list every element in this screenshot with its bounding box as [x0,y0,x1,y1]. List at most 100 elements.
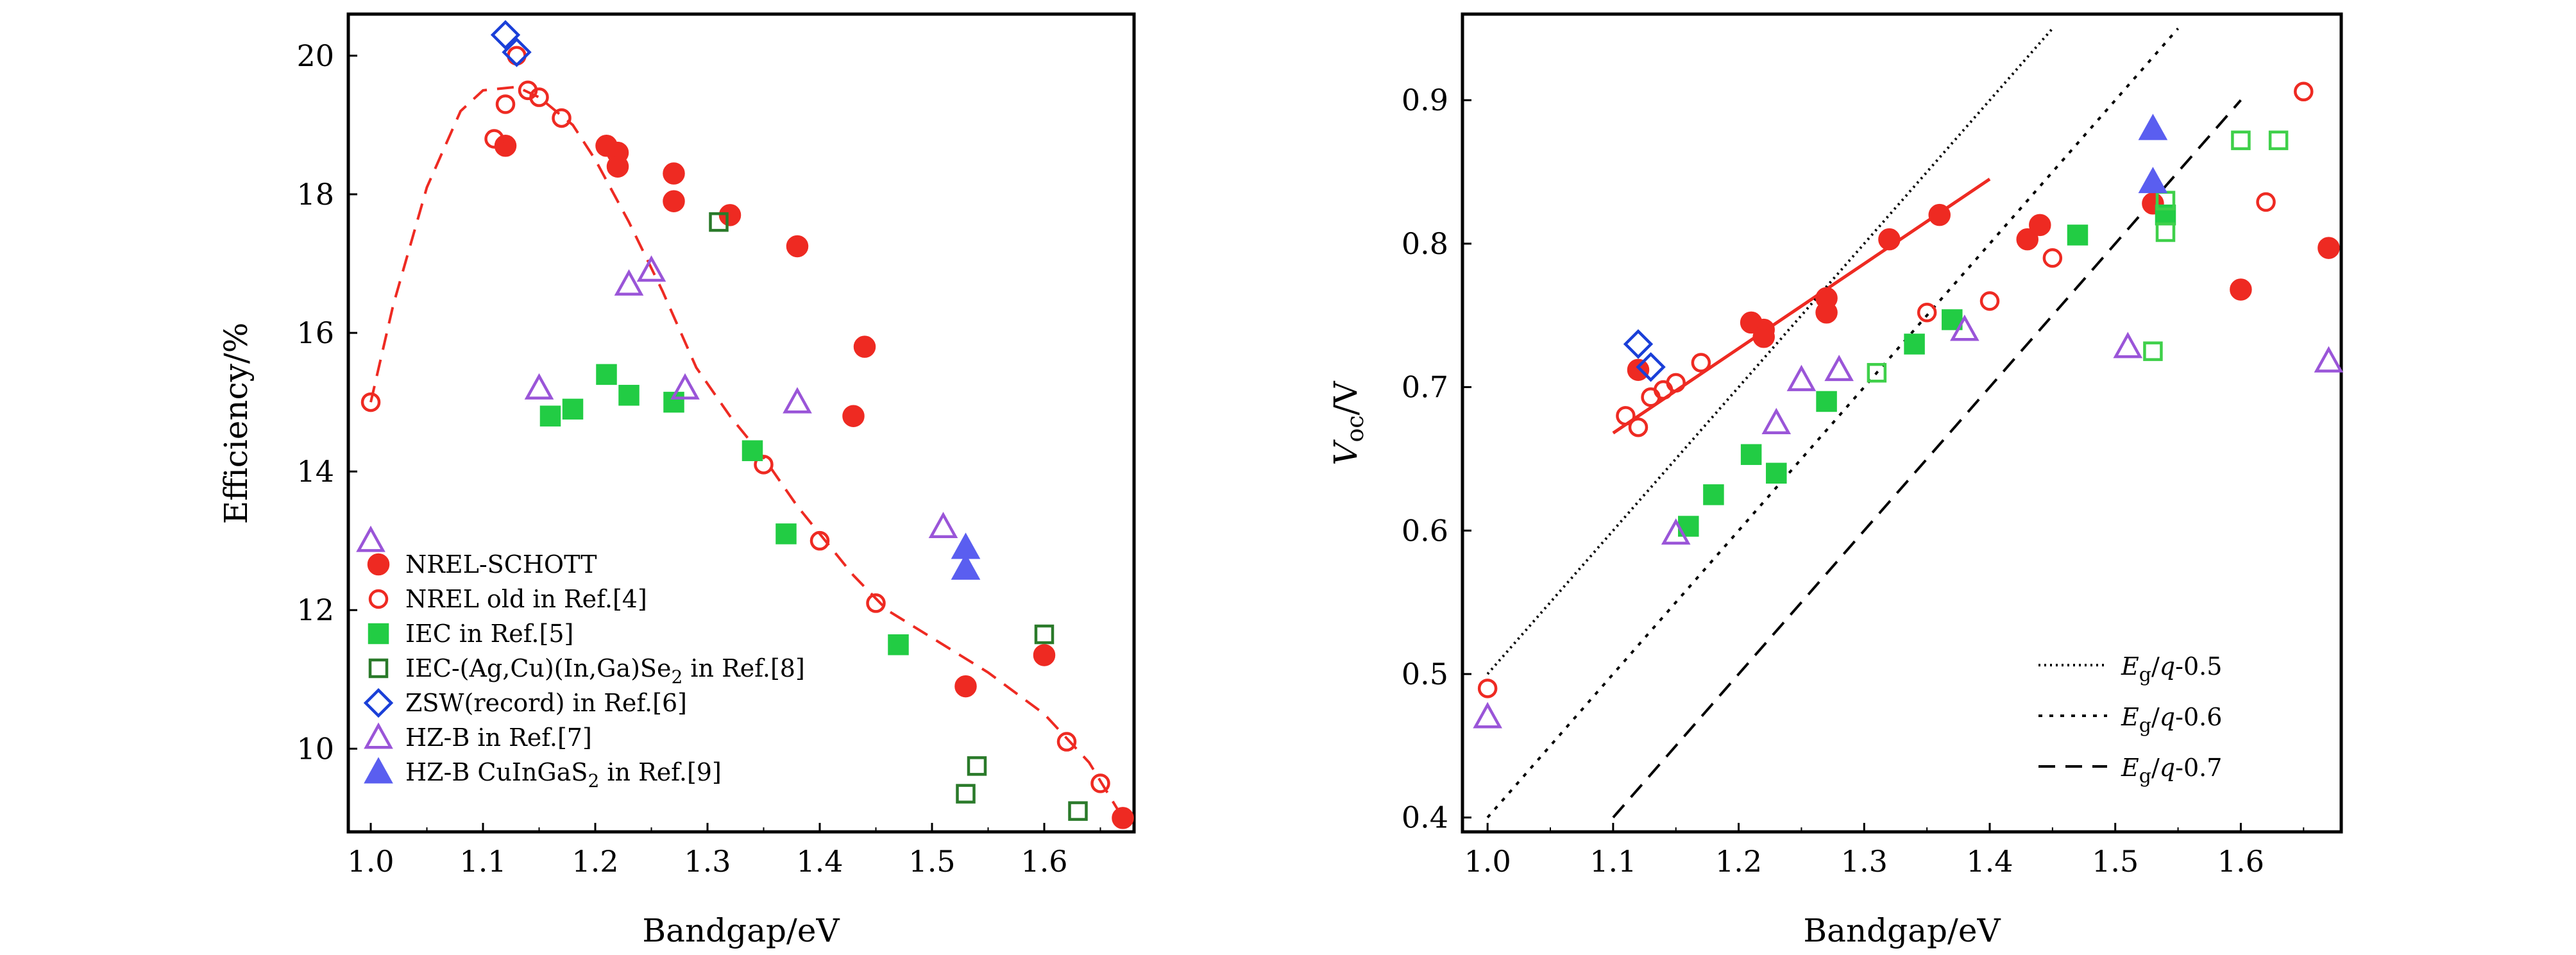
voc-legend-label-2: Eg/q-0.6 [2121,703,2222,737]
efficiency-point-nrel-schott [842,405,865,427]
voc-point-nrel-schott [1928,203,1951,226]
voc-point-nrel-old [2294,81,2314,102]
efficiency-x-tick-label: 1.6 [1021,844,1067,879]
efficiency-point-nrel-old-in-ref-4 [529,87,549,107]
voc-y-tick-label: 0.7 [1402,370,1448,405]
voc-point-iec [1904,334,1925,355]
efficiency-point-iec-ag-cu-in-ga-se2-in-ref-8 [1034,624,1055,645]
efficiency-point-nrel-schott [606,155,629,178]
voc-point-nrel-old [1691,353,1711,373]
voc-point-hz-b [1761,407,1792,434]
efficiency-legend-marker-zsw-record-in-ref-6 [363,688,394,718]
voc-point-hz-b [2113,332,2143,359]
voc-point-nrel-old [1666,373,1686,393]
voc-x-tick-label: 1.5 [2092,844,2139,879]
efficiency-point-hz-b-in-ref-7 [928,511,958,539]
voc-point-nrel-old [1628,417,1648,437]
voc-point-iec-open [2143,341,2163,361]
efficiency-point-hz-b-in-ref-7 [783,387,812,414]
voc-x-tick-label: 1.3 [1841,844,1888,879]
efficiency-legend: NREL-SCHOTT NREL old in Ref.[4] IEC in Ref… [363,550,805,791]
voc-y-tick-label: 0.5 [1402,657,1448,691]
efficiency-point-nrel-old-in-ref-4 [552,108,572,128]
voc-x-tick-label: 1.2 [1715,844,1762,879]
efficiency-point-nrel-schott [954,675,977,698]
voc-curve-eg-q-0-5 [1486,28,2054,675]
efficiency-x-tick-label: 1.1 [459,844,506,879]
efficiency-y-tick-label: 12 [296,593,334,627]
voc-point-hz-b [1661,518,1691,545]
efficiency-y-axis-title: Efficiency/% [217,323,255,524]
efficiency-y-tick-label: 18 [296,177,334,212]
efficiency-legend-label-iec-ag-cu-in-ga-se2-in-ref-8: IEC-(Ag,Cu)(In,Ga)Se2 in Ref.[8] [405,654,805,688]
voc-point-iec [1816,391,1837,412]
voc-point-iec-open [2268,130,2289,151]
efficiency-point-hz-b-in-ref-7 [524,373,554,400]
voc-point-iec [1942,309,1963,330]
voc-plot-frame [1461,12,2343,834]
efficiency-y-tick-label: 14 [296,454,334,489]
efficiency-x-axis-title: Bandgap/eV [642,912,840,949]
efficiency-point-nrel-schott [1033,644,1056,666]
voc-curve-eg-q-0-7 [1612,99,2242,818]
efficiency-x-tick-label: 1.3 [684,844,731,879]
efficiency-y-tick-label: 10 [296,731,334,766]
voc-point-iec [1740,444,1762,465]
voc-legend-label-1: Eg/q-0.5 [2121,652,2222,686]
efficiency-legend-label-hz-b-cuingas2-in-ref-9: HZ-B CuInGaS2 in Ref.[9] [405,758,722,791]
efficiency-x-tick-label: 1.4 [796,844,843,879]
voc-point-nrel-old [1641,387,1661,407]
efficiency-legend-marker-iec-in-ref-5 [368,623,389,645]
voc-point-nrel-schott [1752,326,1775,348]
efficiency-legend-marker-iec-ag-cu-in-ga-se2-in-ref-8 [368,658,389,679]
voc-point-iec-open [1867,362,1887,383]
efficiency-point-nrel-old-in-ref-4 [495,94,516,114]
efficiency-point-nrel-schott [663,162,685,185]
voc-point-iec-open [2155,222,2176,242]
voc-point-hz-b-cuingas2 [2138,167,2168,194]
efficiency-point-hz-b-cuingas2-in-ref-9 [951,553,981,580]
voc-point-hz-b [1950,314,1979,341]
efficiency-point-nrel-old-in-ref-4 [507,46,527,66]
efficiency-legend-label-nrel-old-in-ref-4: NREL old in Ref.[4] [405,585,647,613]
voc-curve-eg-q-0-6 [1486,28,2180,818]
efficiency-point-nrel-old-in-ref-4 [754,455,774,475]
voc-point-nrel-schott [1627,359,1650,381]
efficiency-legend-label-nrel-schott: NREL-SCHOTT [405,550,597,579]
efficiency-point-nrel-schott [663,190,685,212]
voc-point-nrel-old [1477,679,1498,698]
efficiency-point-zsw-record-in-ref-6 [502,37,532,67]
voc-point-nrel-old [1653,380,1674,400]
voc-legend-label-3: Eg/q-0.7 [2121,754,2222,788]
voc-point-iec [1703,484,1724,505]
efficiency-point-iec-in-ref-5 [775,523,797,545]
voc-point-hz-b [1786,364,1817,391]
voc-chart: 1.0 1.1 1.2 1.3 1.4 1.5 1.60.40.50.60.70.80.9 … [1327,12,2344,949]
efficiency-y-tick-label: 20 [296,38,334,73]
voc-point-hz-b [1473,702,1502,729]
voc-point-hz-b-cuingas2 [2138,114,2168,140]
efficiency-plot-frame [346,12,1136,834]
voc-x-tick-label: 1.1 [1589,844,1636,879]
efficiency-x-tick-label: 1.5 [908,844,955,879]
efficiency-point-zsw-record-in-ref-6 [490,20,521,50]
efficiency-point-nrel-schott [786,235,809,258]
voc-point-nrel-schott [1815,301,1838,324]
voc-point-nrel-schott [2230,278,2252,301]
efficiency-point-iec-ag-cu-in-ga-se2-in-ref-8 [709,212,729,232]
voc-point-iec-open [2231,130,2251,151]
efficiency-legend-label-zsw-record-in-ref-6: ZSW(record) in Ref.[6] [405,689,687,717]
efficiency-point-iec-in-ref-5 [888,634,909,655]
efficiency-point-nrel-old-in-ref-4 [1090,773,1110,793]
efficiency-point-iec-in-ref-5 [596,364,617,385]
voc-point-zsw [1623,329,1654,359]
voc-y-tick-label: 0.6 [1402,513,1448,548]
efficiency-legend-marker-nrel-schott [367,553,390,576]
voc-x-tick-label: 1.0 [1464,844,1511,879]
efficiency-legend-marker-nrel-old-in-ref-4 [368,589,389,609]
efficiency-point-nrel-old-in-ref-4 [866,593,886,613]
voc-y-tick-label: 0.4 [1402,800,1448,835]
voc-point-nrel-schott [2016,228,2038,251]
efficiency-point-iec-in-ref-5 [663,391,684,413]
